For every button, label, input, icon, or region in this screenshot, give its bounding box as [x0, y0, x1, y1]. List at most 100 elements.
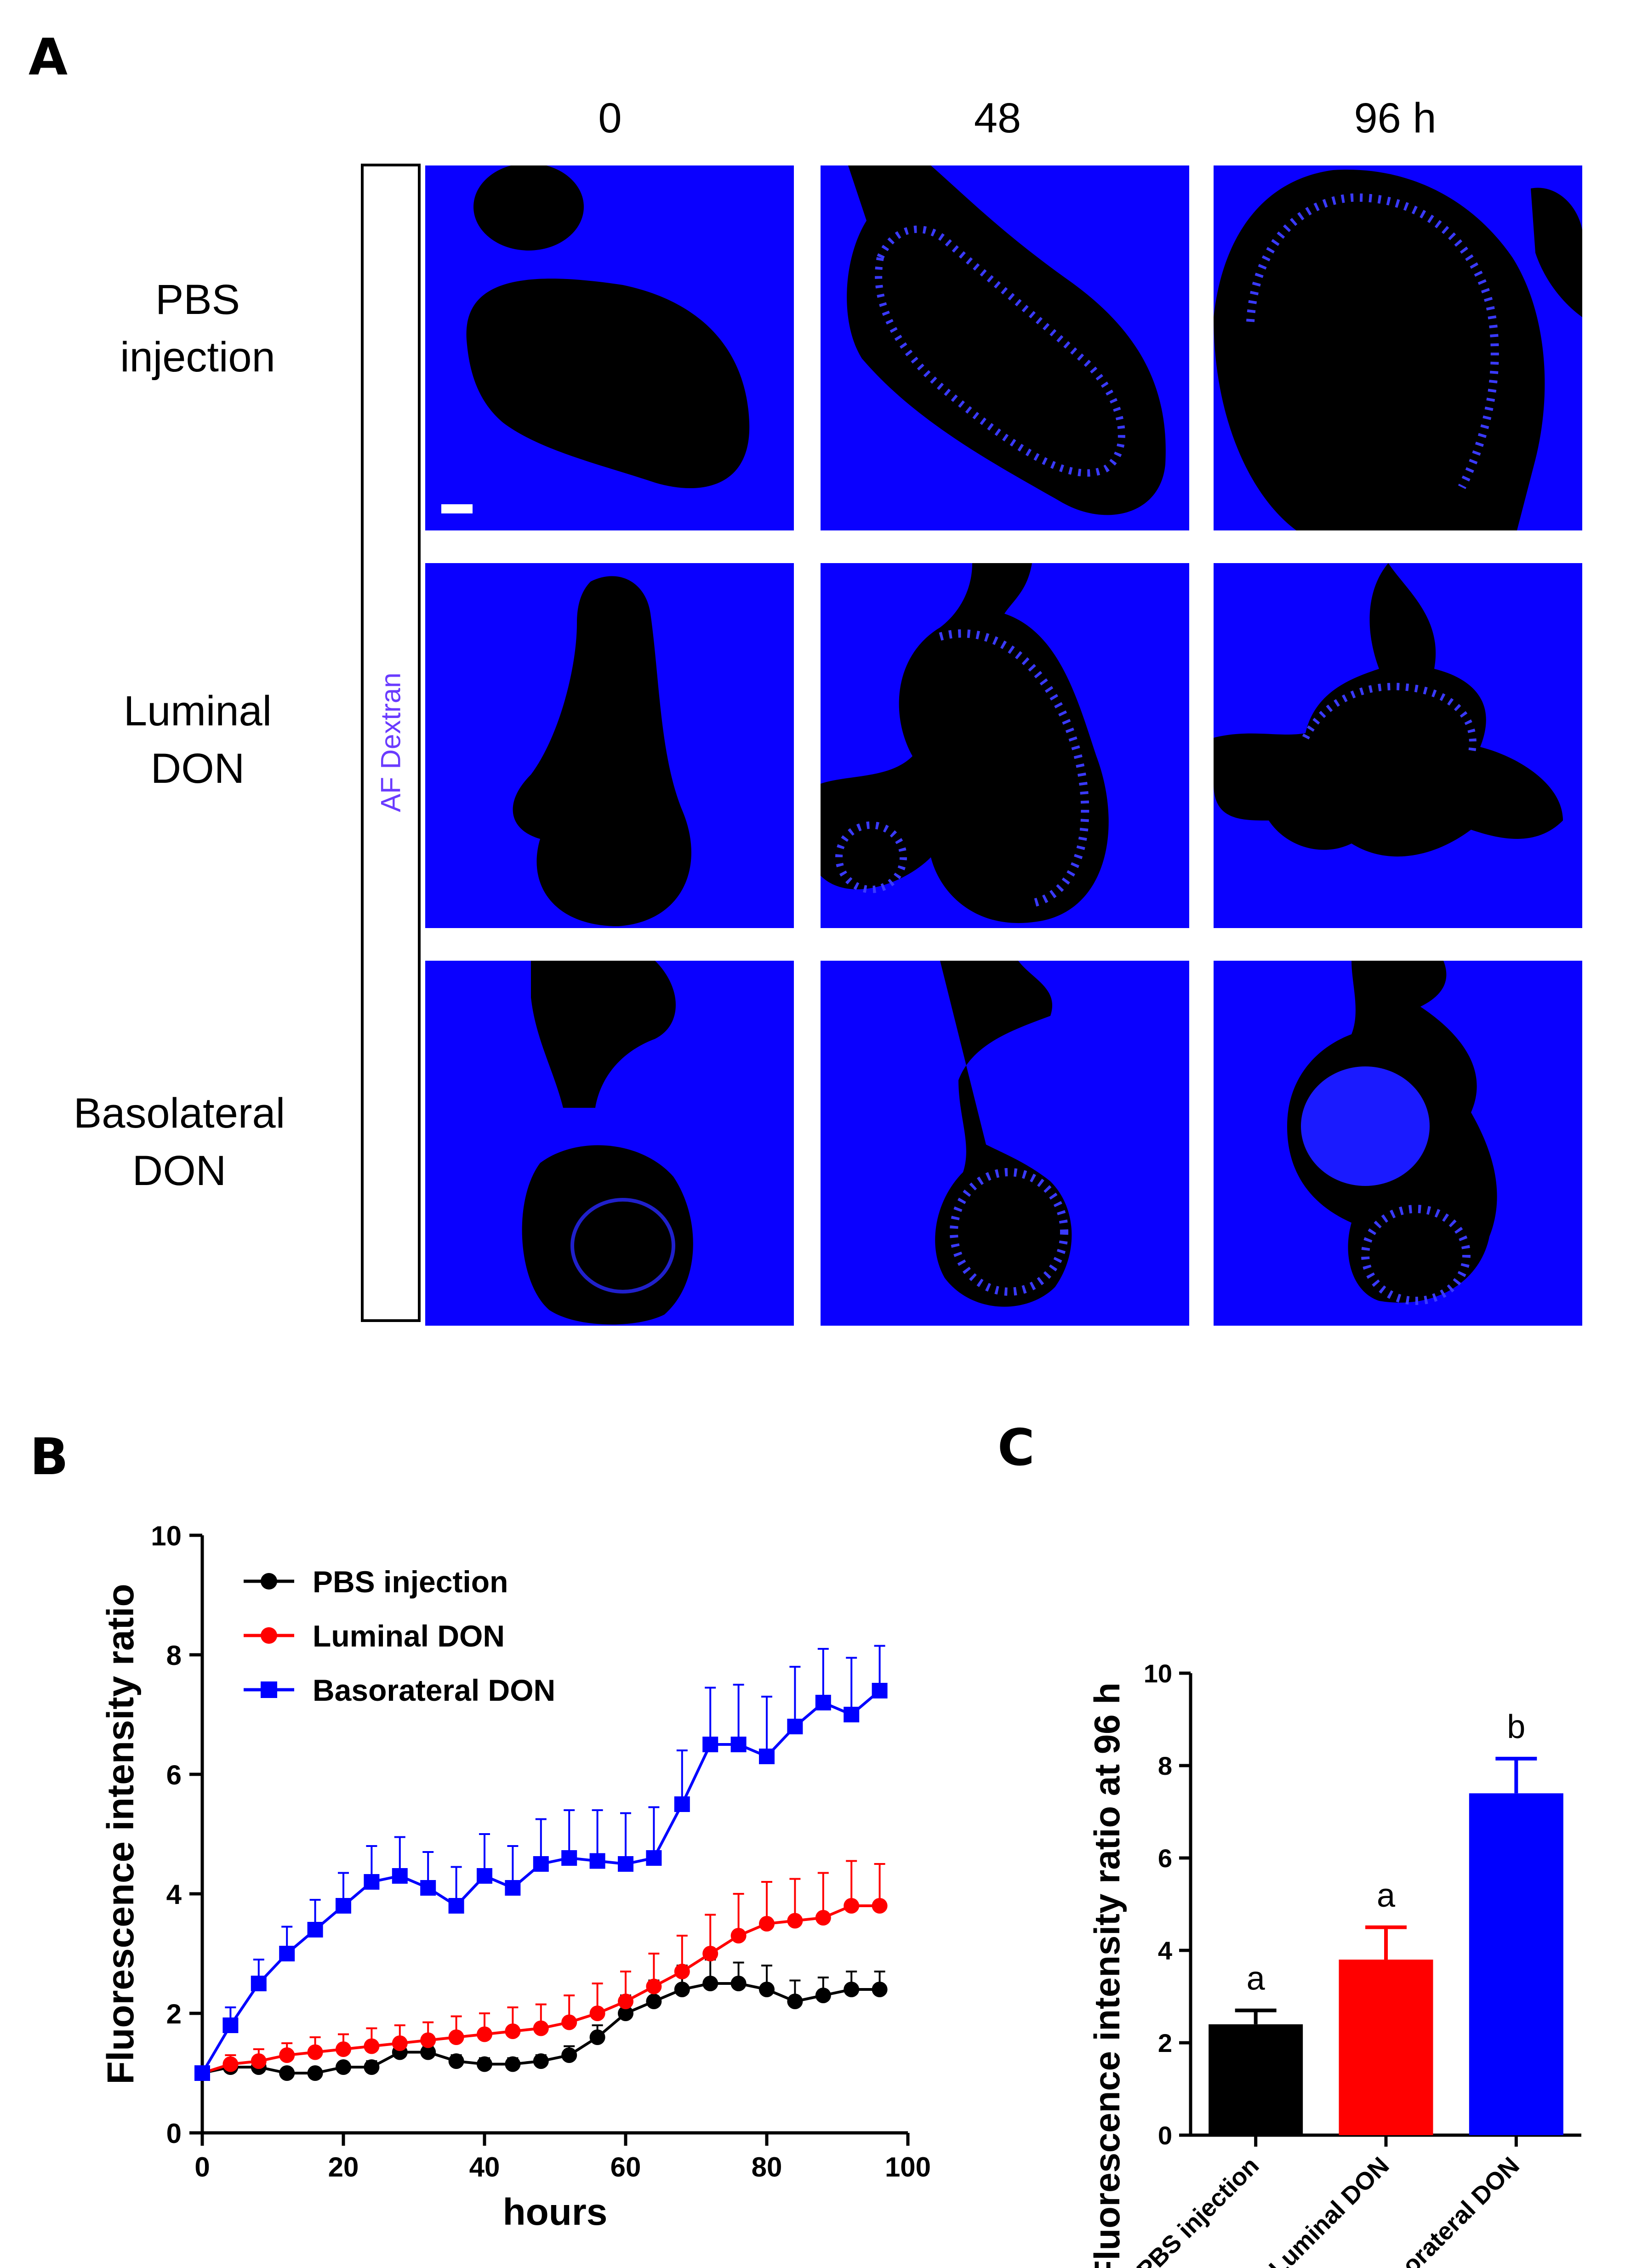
- y-tick-label: 2: [1158, 2029, 1172, 2057]
- legend-marker: [261, 1681, 277, 1698]
- data-point: [618, 1994, 633, 2009]
- data-point: [730, 1737, 747, 1752]
- y-tick-label: 2: [166, 1999, 182, 2029]
- data-point: [392, 1868, 408, 1884]
- stain-label: AF Dextran: [375, 672, 406, 812]
- x-tick-label: PBS injection: [1132, 2152, 1265, 2268]
- row-label-pbs-line2: injection: [120, 334, 275, 381]
- significance-letter: a: [1247, 1960, 1266, 1997]
- micrograph-luminal-0h: [425, 563, 794, 928]
- micrograph-basolateral-0h: [425, 961, 794, 1326]
- significance-letter: a: [1377, 1877, 1396, 1914]
- series-luminal-don: [194, 1860, 888, 2081]
- row-label-luminal-line2: DON: [150, 745, 245, 792]
- data-point: [844, 1982, 860, 1997]
- bar-luminal-don: [1339, 1960, 1433, 2135]
- data-point: [674, 1982, 690, 1997]
- data-point: [815, 1695, 831, 1710]
- data-point: [618, 1856, 633, 1872]
- data-point: [307, 2044, 323, 2060]
- y-tick-label: 6: [166, 1760, 182, 1790]
- time-label-96h: 96 h: [1354, 95, 1437, 142]
- x-tick-label: 100: [885, 2152, 931, 2183]
- data-point: [787, 1719, 803, 1734]
- data-point: [815, 1988, 831, 2003]
- data-point: [194, 2065, 210, 2081]
- data-point: [674, 1964, 690, 1979]
- data-point: [646, 1978, 662, 1994]
- x-tick-label: 80: [752, 2152, 782, 2183]
- data-point: [730, 1976, 747, 1991]
- data-point: [448, 2029, 464, 2045]
- row-label-luminal: Luminal DON: [83, 683, 313, 798]
- data-point: [505, 2056, 521, 2072]
- micrograph-pbs-96h: [1214, 165, 1582, 530]
- data-point: [420, 2032, 436, 2048]
- stain-label-box: [361, 164, 421, 1322]
- y-tick-label: 10: [1144, 1659, 1172, 1688]
- data-point: [872, 1898, 888, 1914]
- data-point: [561, 2014, 577, 2030]
- panel-b-letter: B: [30, 1427, 68, 1486]
- data-point: [646, 1850, 662, 1866]
- data-point: [589, 2006, 605, 2021]
- row-label-pbs: PBS injection: [83, 271, 313, 386]
- data-point: [702, 1737, 718, 1752]
- legend-marker: [261, 1627, 277, 1644]
- row-label-basolateral-line2: DON: [132, 1147, 227, 1194]
- data-point: [674, 1796, 690, 1812]
- series-basorateral-don: [194, 1645, 888, 2081]
- data-point: [222, 2017, 239, 2033]
- data-point: [561, 2047, 577, 2063]
- data-point: [336, 2041, 351, 2057]
- data-point: [533, 2053, 549, 2069]
- row-label-basolateral-line1: Basolateral: [73, 1090, 285, 1137]
- y-tick-label: 4: [1158, 1936, 1172, 1965]
- data-point: [279, 2047, 295, 2063]
- data-point: [787, 1994, 803, 2009]
- data-point: [730, 1928, 747, 1943]
- x-tick-label: Luminal DON: [1264, 2152, 1394, 2268]
- data-point: [505, 2023, 521, 2039]
- data-point: [589, 1853, 605, 1869]
- data-point: [477, 1868, 492, 1884]
- x-tick-label: 60: [610, 2152, 641, 2183]
- data-point: [420, 1880, 436, 1896]
- row-label-basolateral: Basolateral DON: [64, 1085, 294, 1200]
- data-point: [759, 1749, 775, 1764]
- time-label-48h: 48: [974, 95, 1021, 142]
- data-point: [872, 1982, 888, 1997]
- line-chart-b: 0 20 40 60 80 100 0 2 4 6 8 10 hours Fluorescence int…: [100, 1521, 931, 2233]
- data-point: [589, 2029, 605, 2045]
- data-point: [815, 1910, 831, 1926]
- x-axis-title: hours: [503, 2191, 608, 2233]
- micrograph-luminal-96h: [1214, 563, 1582, 928]
- bar-basorateral-don: [1469, 1793, 1563, 2135]
- data-point: [336, 2059, 351, 2075]
- micrograph-basolateral-96h: [1214, 961, 1582, 1326]
- data-point: [279, 2065, 295, 2081]
- data-point: [336, 1898, 351, 1914]
- data-point: [844, 1898, 860, 1914]
- row-label-luminal-line1: Luminal: [123, 688, 272, 735]
- y-tick-label: 0: [1158, 2121, 1172, 2150]
- legend-label: Basorateral DON: [313, 1673, 555, 1707]
- bar-chart-c: 0 2 4 6 8 10 Fluorescence intensity ratio at 9…: [1087, 1659, 1581, 2268]
- data-point: [392, 2035, 408, 2051]
- data-point: [533, 1856, 549, 1872]
- data-point: [448, 2053, 464, 2069]
- row-label-pbs-line1: PBS: [155, 276, 240, 323]
- data-point: [646, 1994, 662, 2009]
- data-point: [477, 2026, 492, 2042]
- y-tick-label: 4: [166, 1879, 182, 1910]
- scale-bar: [441, 504, 473, 513]
- data-point: [251, 1976, 267, 1991]
- data-point: [251, 2053, 267, 2069]
- data-point: [364, 1874, 380, 1890]
- x-tick-label: 20: [328, 2152, 359, 2183]
- data-point: [448, 1898, 464, 1914]
- data-point: [759, 1982, 775, 1997]
- data-point: [702, 1976, 718, 1991]
- data-point: [759, 1916, 775, 1932]
- y-tick-label: 0: [166, 2118, 182, 2149]
